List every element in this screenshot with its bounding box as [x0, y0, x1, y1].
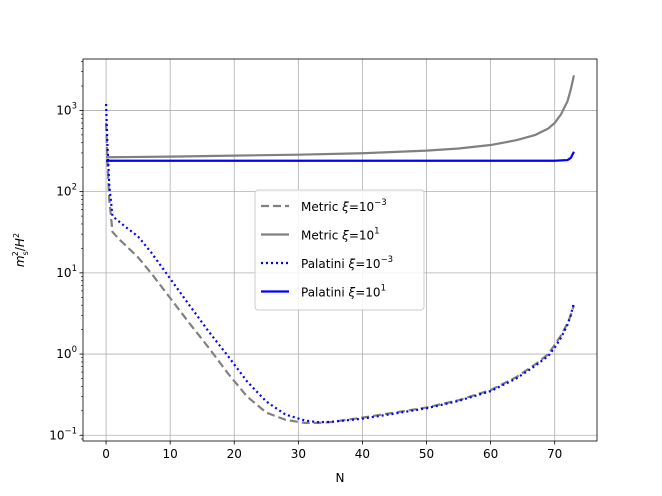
- legend-entry-label: Palatini ξ=101: [301, 284, 386, 300]
- series-layer: [104, 75, 576, 424]
- x-tick-label: 30: [291, 447, 306, 461]
- series-line-1: [106, 75, 576, 159]
- series-line-3: [106, 151, 575, 162]
- x-tick-label: 50: [419, 447, 434, 461]
- y-axis: 10−1 100 101 102 103: [49, 61, 83, 442]
- x-axis-label: N: [336, 471, 345, 485]
- y-tick-label: 100: [56, 345, 77, 361]
- legend-entry-label: Palatini ξ=10−3: [301, 255, 393, 271]
- legend-entry-label: Metric ξ=10−3: [301, 198, 387, 214]
- y-tick-label: 103: [56, 101, 77, 117]
- x-tick-label: 70: [547, 447, 562, 461]
- legend-box: [254, 189, 425, 311]
- x-tick-label: 0: [102, 447, 110, 461]
- x-tick-label: 60: [483, 447, 498, 461]
- x-axis: 0 10 20 30 40 50 60 70: [102, 441, 562, 461]
- y-tick-label: 10−1: [49, 426, 77, 442]
- x-tick-label: 20: [227, 447, 242, 461]
- plot-frame: [82, 58, 598, 442]
- x-tick-label: 40: [355, 447, 370, 461]
- x-tick-label: 10: [163, 447, 178, 461]
- y-tick-label: 102: [56, 183, 77, 199]
- y-axis-label: ms2/H2: [11, 233, 30, 267]
- series-line-0: [104, 122, 575, 424]
- y-tick-label: 101: [56, 264, 77, 280]
- legend: Metric ξ=10−3 Metric ξ=101 Palatini ξ=10−3…: [254, 189, 425, 311]
- legend-entry-label: Metric ξ=101: [301, 227, 380, 243]
